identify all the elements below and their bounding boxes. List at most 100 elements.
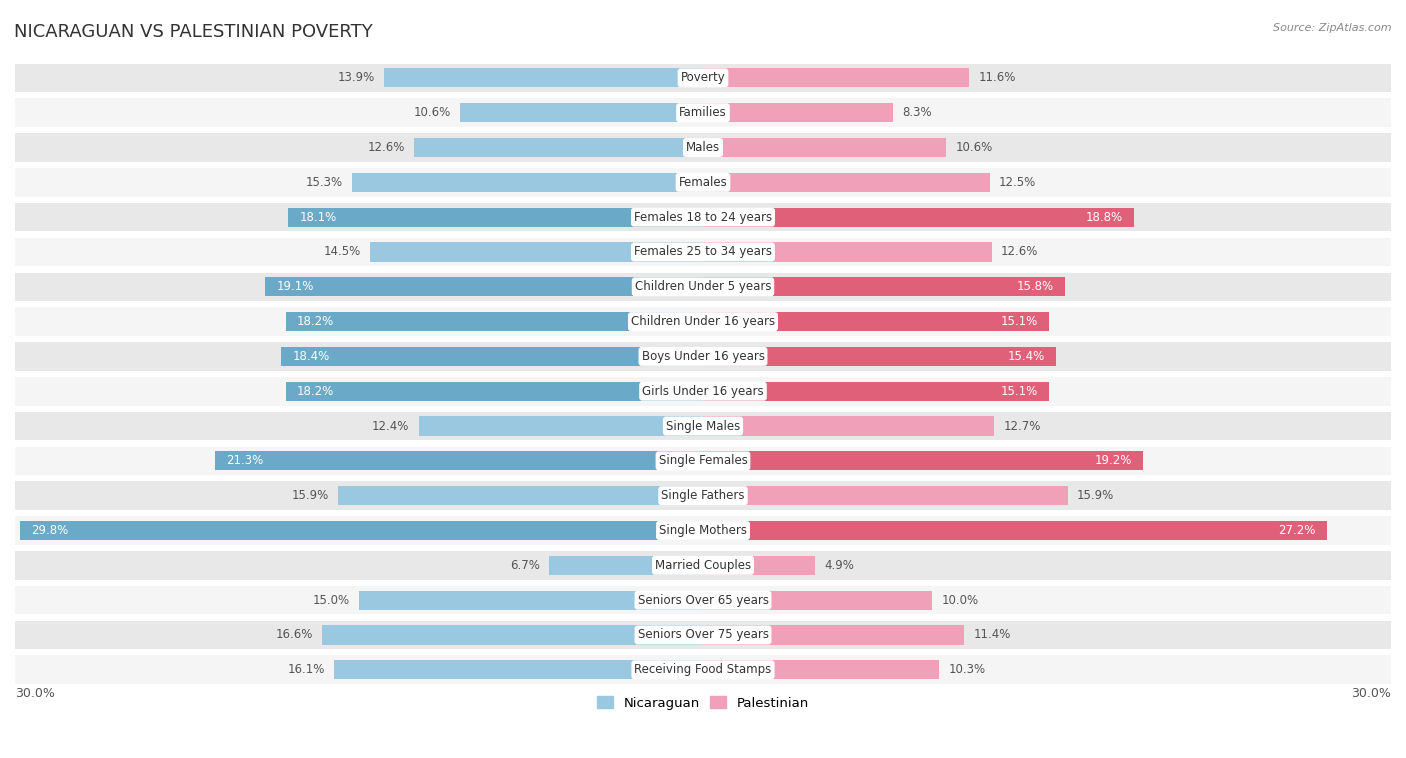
Bar bbox=[15, 516, 1391, 545]
Text: 15.9%: 15.9% bbox=[1077, 489, 1114, 503]
Text: Single Mothers: Single Mothers bbox=[659, 524, 747, 537]
Bar bbox=[15, 133, 1391, 161]
Bar bbox=[703, 208, 1135, 227]
Text: 30.0%: 30.0% bbox=[15, 688, 55, 700]
Bar bbox=[413, 138, 703, 157]
Text: 8.3%: 8.3% bbox=[903, 106, 932, 119]
Text: 4.9%: 4.9% bbox=[824, 559, 855, 572]
Bar bbox=[703, 451, 1143, 471]
Text: 19.2%: 19.2% bbox=[1094, 454, 1132, 468]
Text: Females 25 to 34 years: Females 25 to 34 years bbox=[634, 246, 772, 258]
Bar bbox=[15, 168, 1391, 196]
Bar bbox=[703, 486, 1067, 506]
Bar bbox=[20, 521, 703, 540]
Text: 12.6%: 12.6% bbox=[1001, 246, 1039, 258]
Text: Seniors Over 75 years: Seniors Over 75 years bbox=[637, 628, 769, 641]
Text: 14.5%: 14.5% bbox=[323, 246, 361, 258]
Text: 12.5%: 12.5% bbox=[998, 176, 1036, 189]
Text: 11.4%: 11.4% bbox=[973, 628, 1011, 641]
Text: Seniors Over 65 years: Seniors Over 65 years bbox=[637, 594, 769, 606]
Bar bbox=[15, 238, 1391, 266]
Text: 18.2%: 18.2% bbox=[297, 385, 335, 398]
Text: Families: Families bbox=[679, 106, 727, 119]
Text: 16.1%: 16.1% bbox=[287, 663, 325, 676]
Text: Poverty: Poverty bbox=[681, 71, 725, 84]
Bar bbox=[333, 660, 703, 679]
Bar bbox=[285, 382, 703, 401]
Text: 12.6%: 12.6% bbox=[367, 141, 405, 154]
Bar bbox=[703, 138, 946, 157]
Bar bbox=[703, 416, 994, 436]
Text: 15.4%: 15.4% bbox=[1008, 350, 1045, 363]
Text: Receiving Food Stamps: Receiving Food Stamps bbox=[634, 663, 772, 676]
Text: 10.6%: 10.6% bbox=[413, 106, 451, 119]
Text: 15.1%: 15.1% bbox=[1001, 385, 1038, 398]
Text: Females 18 to 24 years: Females 18 to 24 years bbox=[634, 211, 772, 224]
Bar bbox=[370, 243, 703, 262]
Text: 13.9%: 13.9% bbox=[337, 71, 375, 84]
Bar bbox=[15, 412, 1391, 440]
Bar bbox=[703, 556, 815, 575]
Bar bbox=[264, 277, 703, 296]
Text: Married Couples: Married Couples bbox=[655, 559, 751, 572]
Bar bbox=[703, 625, 965, 644]
Bar bbox=[703, 382, 1049, 401]
Legend: Nicaraguan, Palestinian: Nicaraguan, Palestinian bbox=[592, 691, 814, 715]
Text: 18.8%: 18.8% bbox=[1085, 211, 1122, 224]
Text: 10.0%: 10.0% bbox=[942, 594, 979, 606]
Bar bbox=[285, 312, 703, 331]
Bar bbox=[703, 521, 1327, 540]
Bar bbox=[15, 551, 1391, 580]
Bar bbox=[15, 446, 1391, 475]
Bar bbox=[419, 416, 703, 436]
Text: Children Under 5 years: Children Under 5 years bbox=[634, 280, 772, 293]
Bar bbox=[15, 481, 1391, 510]
Bar bbox=[215, 451, 703, 471]
Bar bbox=[550, 556, 703, 575]
Text: 15.9%: 15.9% bbox=[292, 489, 329, 503]
Bar bbox=[15, 64, 1391, 92]
Text: Single Females: Single Females bbox=[658, 454, 748, 468]
Text: NICARAGUAN VS PALESTINIAN POVERTY: NICARAGUAN VS PALESTINIAN POVERTY bbox=[14, 23, 373, 41]
Text: Children Under 16 years: Children Under 16 years bbox=[631, 315, 775, 328]
Bar bbox=[352, 173, 703, 192]
Text: Single Fathers: Single Fathers bbox=[661, 489, 745, 503]
Bar bbox=[15, 342, 1391, 371]
Text: 27.2%: 27.2% bbox=[1278, 524, 1316, 537]
Text: 16.6%: 16.6% bbox=[276, 628, 314, 641]
Text: Source: ZipAtlas.com: Source: ZipAtlas.com bbox=[1274, 23, 1392, 33]
Bar bbox=[703, 660, 939, 679]
Bar bbox=[703, 277, 1066, 296]
Text: 6.7%: 6.7% bbox=[510, 559, 540, 572]
Bar bbox=[359, 590, 703, 609]
Text: 15.1%: 15.1% bbox=[1001, 315, 1038, 328]
Bar bbox=[15, 586, 1391, 615]
Text: Boys Under 16 years: Boys Under 16 years bbox=[641, 350, 765, 363]
Text: 15.8%: 15.8% bbox=[1017, 280, 1054, 293]
Bar bbox=[703, 347, 1056, 366]
Bar bbox=[460, 103, 703, 122]
Text: 12.7%: 12.7% bbox=[1004, 419, 1040, 433]
Text: 15.3%: 15.3% bbox=[307, 176, 343, 189]
Bar bbox=[703, 103, 893, 122]
Text: 15.0%: 15.0% bbox=[312, 594, 350, 606]
Text: 19.1%: 19.1% bbox=[277, 280, 314, 293]
Bar bbox=[703, 173, 990, 192]
Bar bbox=[703, 243, 993, 262]
Text: 10.3%: 10.3% bbox=[949, 663, 986, 676]
Text: 30.0%: 30.0% bbox=[1351, 688, 1391, 700]
Text: Males: Males bbox=[686, 141, 720, 154]
Text: Girls Under 16 years: Girls Under 16 years bbox=[643, 385, 763, 398]
Bar bbox=[15, 203, 1391, 231]
Bar bbox=[339, 486, 703, 506]
Bar bbox=[288, 208, 703, 227]
Text: Single Males: Single Males bbox=[666, 419, 740, 433]
Bar bbox=[15, 307, 1391, 336]
Bar bbox=[384, 68, 703, 87]
Bar bbox=[703, 312, 1049, 331]
Text: 11.6%: 11.6% bbox=[979, 71, 1015, 84]
Text: 18.4%: 18.4% bbox=[292, 350, 330, 363]
Text: 12.4%: 12.4% bbox=[373, 419, 409, 433]
Bar bbox=[15, 99, 1391, 127]
Bar bbox=[703, 68, 969, 87]
